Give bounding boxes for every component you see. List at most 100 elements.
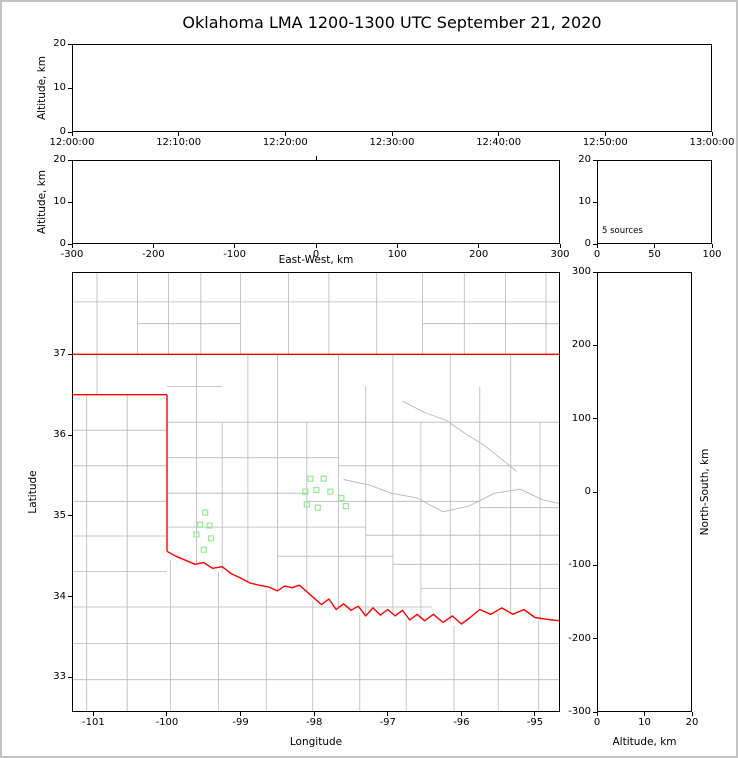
y-tick-mark	[593, 344, 597, 346]
y-tick-label: 10	[53, 82, 66, 93]
y-tick-label: -100	[568, 559, 591, 571]
y-tick-label: 200	[571, 339, 591, 351]
x-tick-label: -95	[526, 717, 544, 728]
x-tick-mark	[498, 132, 500, 136]
y-tick-label: 10	[578, 196, 591, 207]
ylabel-north-south: North-South, km	[699, 448, 711, 536]
x-tick-label: 12:20:00	[262, 137, 308, 148]
x-tick-label: -97	[379, 717, 396, 728]
x-tick-label: 13:00:00	[689, 137, 735, 148]
panel-altitude-histogram	[597, 160, 712, 244]
x-tick-mark	[460, 712, 462, 716]
x-tick-mark	[654, 244, 655, 248]
y-tick-mark	[68, 353, 72, 355]
x-tick-label: 12:40:00	[476, 137, 522, 148]
y-tick-label: 34	[53, 590, 66, 602]
y-tick-mark	[593, 491, 597, 493]
x-tick-mark	[178, 132, 180, 136]
source-marker	[200, 546, 207, 553]
source-marker	[342, 503, 349, 510]
x-tick-mark	[396, 244, 398, 248]
y-tick-label: -300	[568, 706, 591, 717]
x-tick-mark	[166, 712, 168, 716]
panel-time-height	[72, 44, 712, 132]
panel-eastwest-height	[72, 160, 560, 244]
source-marker	[314, 504, 321, 511]
y-tick-label: 35	[53, 509, 66, 521]
x-tick-label: -100	[155, 717, 179, 728]
x-tick-mark	[711, 244, 713, 248]
oklahoma-map-canvas	[73, 273, 559, 711]
y-tick-mark	[593, 711, 597, 713]
river-line	[343, 479, 559, 513]
sources-count-annotation: 5 sources	[602, 226, 643, 236]
y-tick-label: 20	[578, 154, 591, 165]
x-tick-mark	[71, 244, 73, 248]
y-tick-mark	[593, 201, 597, 203]
y-tick-label: -200	[568, 632, 591, 644]
xlabel-east-west: East-West, km	[278, 254, 354, 266]
y-tick-mark	[68, 515, 72, 517]
source-marker	[193, 531, 200, 538]
x-tick-mark	[387, 712, 389, 716]
x-tick-mark	[478, 244, 480, 248]
xlabel-altitude-bottom: Altitude, km	[612, 736, 677, 748]
x-tick-mark	[644, 712, 645, 716]
y-tick-label: 20	[53, 38, 66, 49]
source-marker	[206, 522, 213, 529]
y-tick-mark	[68, 43, 72, 45]
x-tick-label: 12:10:00	[156, 137, 202, 148]
y-tick-mark	[593, 564, 597, 566]
x-tick-mark	[604, 132, 606, 136]
y-tick-label: 100	[571, 412, 591, 424]
y-tick-label: 36	[53, 429, 66, 441]
x-tick-label: 50	[648, 249, 661, 260]
x-tick-mark	[152, 244, 154, 248]
x-tick-mark	[596, 244, 598, 248]
x-tick-mark	[92, 712, 94, 716]
y-tick-mark	[68, 201, 72, 203]
x-tick-label: -101	[81, 717, 105, 728]
x-tick-label: 300	[550, 249, 570, 260]
y-tick-label: 0	[584, 238, 591, 249]
x-tick-label: 0	[593, 717, 601, 728]
y-tick-mark	[68, 676, 72, 678]
y-tick-mark	[68, 434, 72, 436]
x-tick-label: -99	[232, 717, 249, 728]
x-tick-label: 0	[593, 249, 601, 260]
x-tick-label: 12:00:00	[49, 137, 95, 148]
x-tick-label: 20	[685, 717, 699, 728]
x-tick-mark	[691, 712, 693, 716]
y-tick-mark	[68, 596, 72, 598]
y-tick-mark	[593, 271, 597, 273]
y-tick-mark	[593, 159, 597, 161]
source-marker	[208, 535, 215, 542]
source-marker	[320, 475, 327, 482]
y-tick-mark	[68, 131, 72, 133]
x-tick-mark	[596, 712, 598, 716]
source-marker	[307, 475, 314, 482]
x-tick-label: -96	[453, 717, 470, 728]
y-tick-mark	[593, 243, 597, 245]
y-tick-mark	[593, 418, 597, 420]
x-tick-mark	[313, 712, 315, 716]
y-tick-label: 37	[53, 348, 66, 360]
y-tick-label: 0	[59, 238, 66, 249]
xlabel-longitude: Longitude	[289, 736, 343, 748]
chart-title: Oklahoma LMA 1200-1300 UTC September 21,…	[182, 13, 602, 32]
x-tick-label: 10	[638, 717, 651, 728]
x-tick-mark	[71, 132, 73, 136]
x-tick-label: 100	[387, 249, 407, 260]
y-tick-mark	[68, 87, 72, 89]
x-tick-label: -300	[60, 249, 84, 260]
y-tick-mark	[68, 243, 72, 245]
y-tick-label: 300	[571, 266, 591, 277]
state-border-line	[166, 550, 559, 625]
x-tick-label: -100	[223, 249, 246, 260]
x-tick-label: 200	[469, 249, 489, 260]
source-marker	[202, 509, 209, 516]
x-tick-label: 12:30:00	[369, 137, 415, 148]
x-tick-label: 100	[702, 249, 722, 260]
panel-northsouth-height	[597, 272, 692, 712]
